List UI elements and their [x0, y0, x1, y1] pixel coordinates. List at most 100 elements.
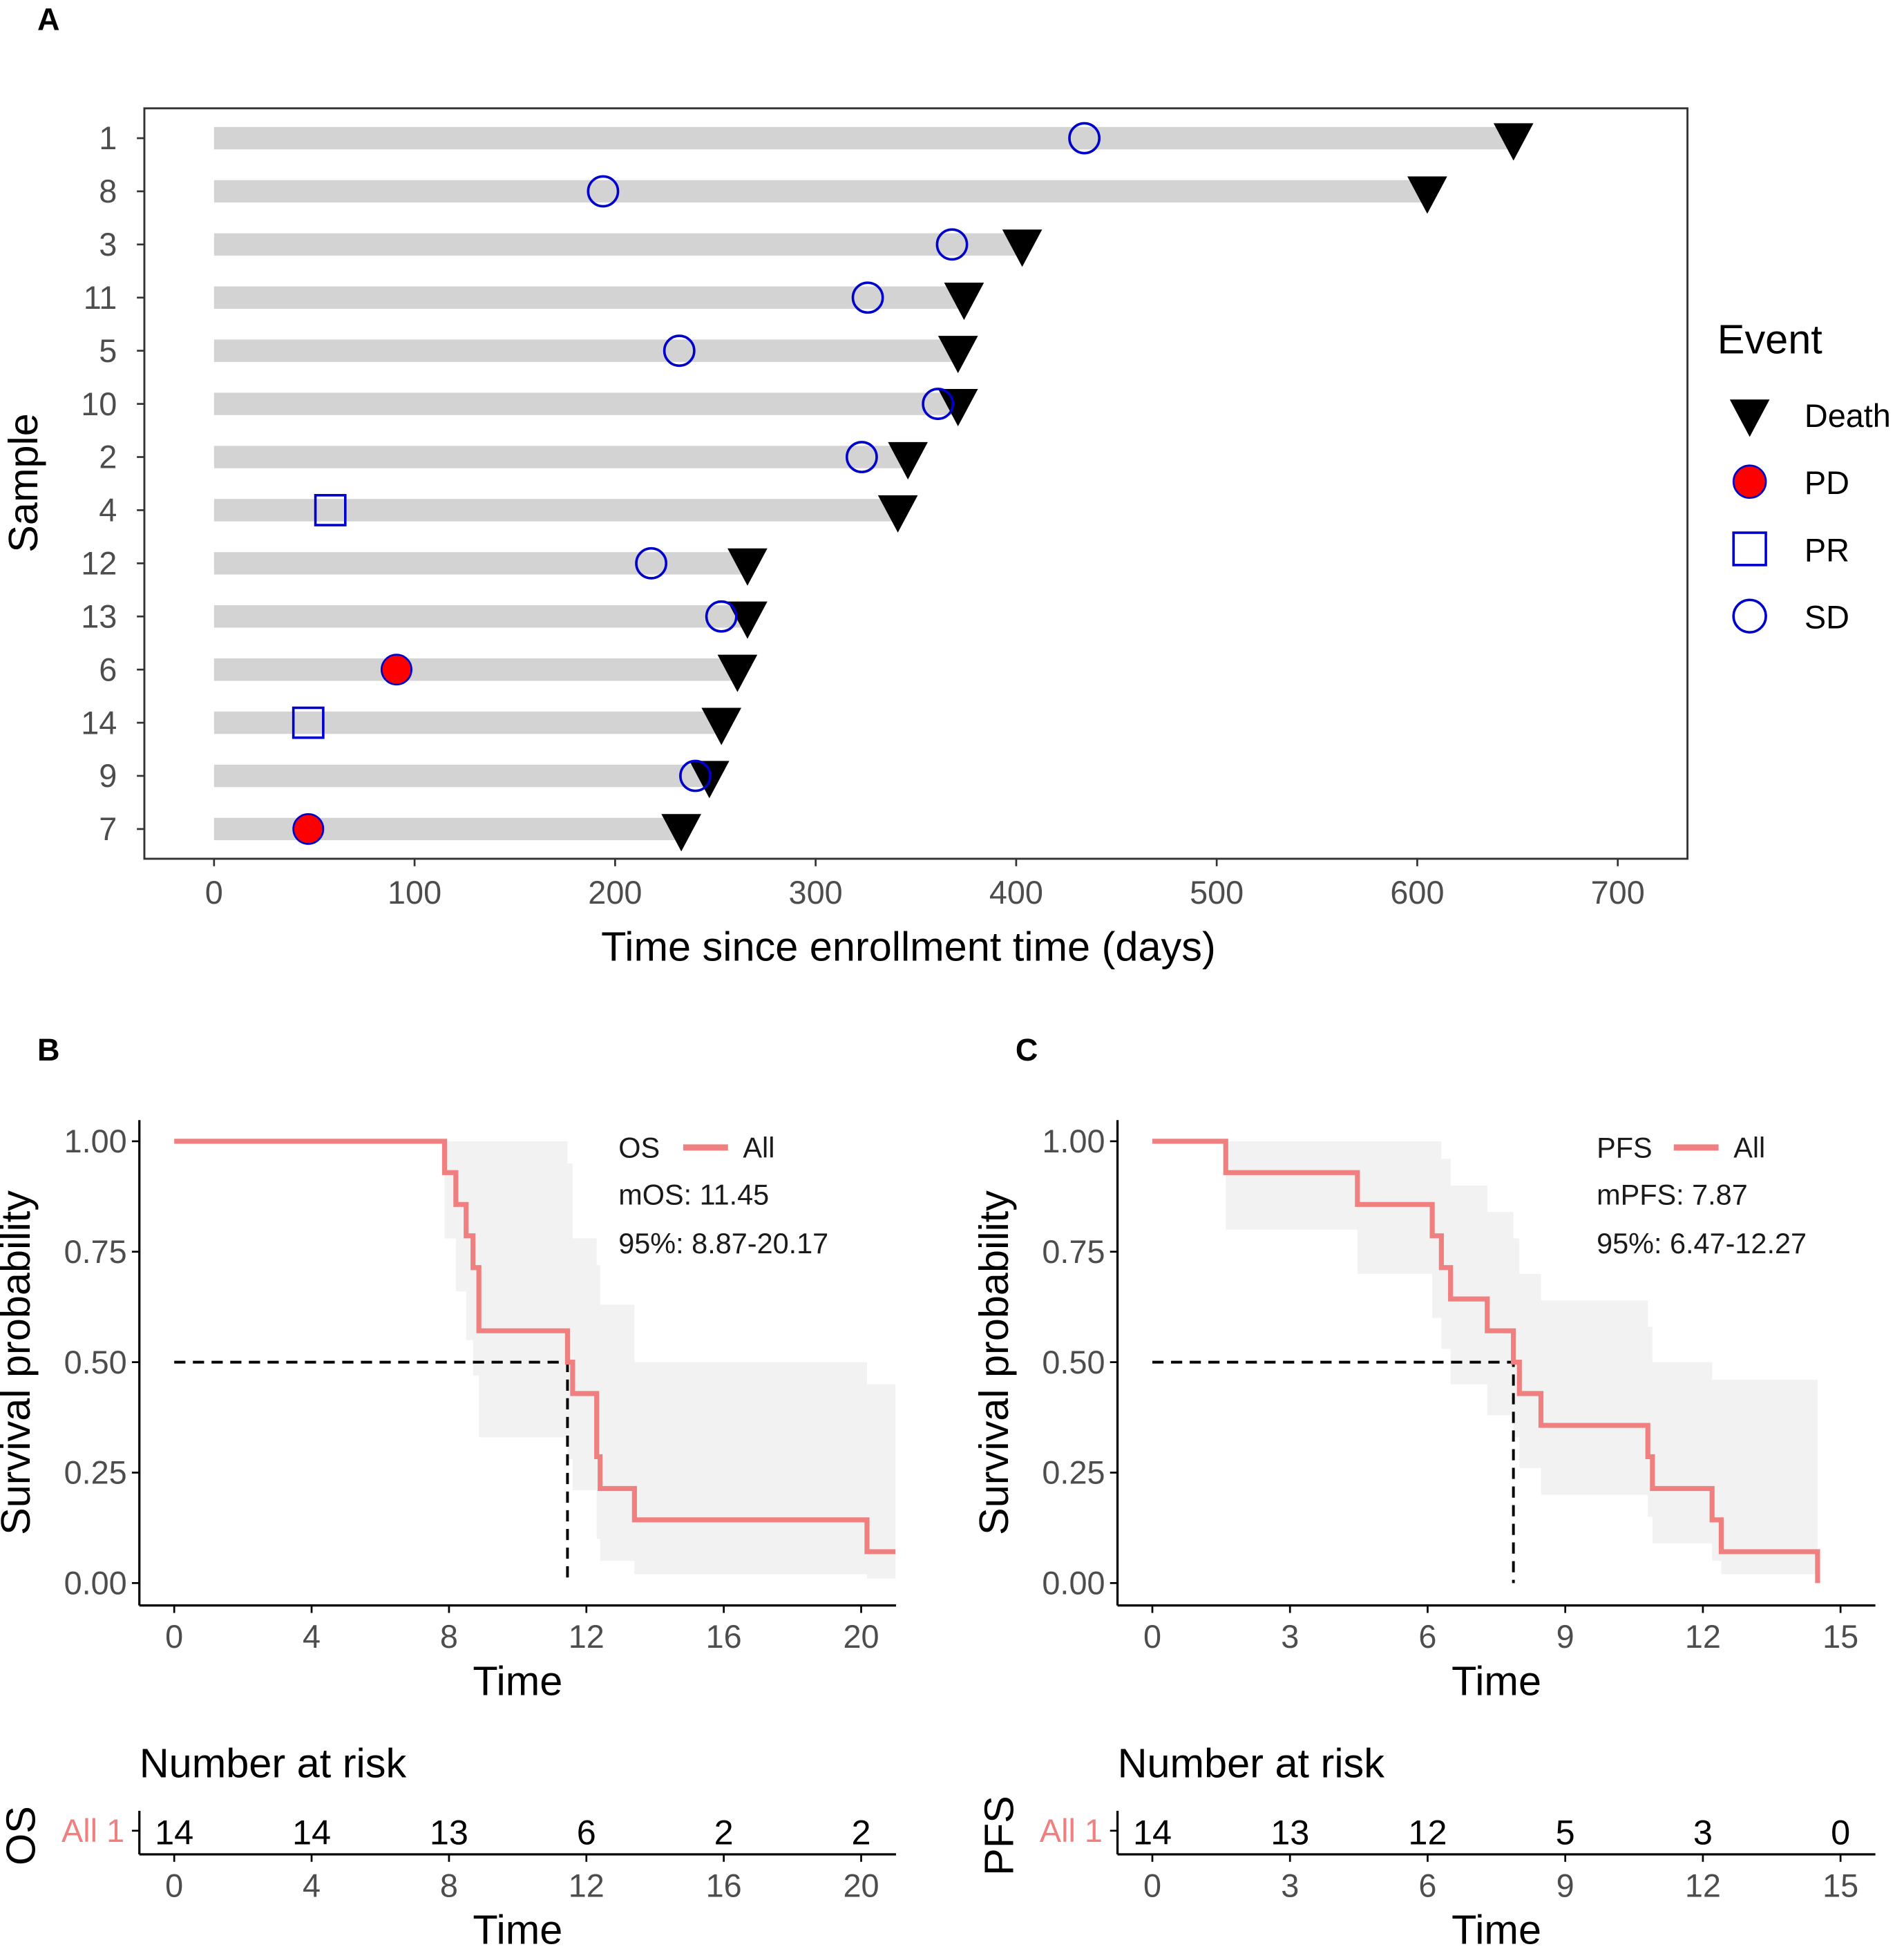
legend-label-pd: PD	[1805, 465, 1849, 501]
pd-marker	[292, 812, 325, 845]
risk-count: 13	[1270, 1813, 1309, 1852]
x-tick-label: 600	[1390, 875, 1444, 911]
x-tick-label: 8	[440, 1619, 458, 1655]
x-tick-label: 12	[569, 1619, 604, 1655]
x-tick-label: 700	[1591, 875, 1645, 911]
risk-x-tick-label: 9	[1556, 1867, 1574, 1903]
death-marker	[701, 707, 742, 745]
death-marker	[1002, 229, 1043, 267]
x-tick-label: 0	[205, 875, 223, 911]
risk-count: 12	[1408, 1813, 1447, 1852]
sd-marker	[705, 600, 738, 633]
risk-x-axis-title: Time	[1451, 1907, 1541, 1949]
legend-title: PFS	[1597, 1131, 1653, 1163]
panel-c: C 0.00 0.25 0.50 0.75 1.00 0 3 6 9 12 15 Time Surviva…	[971, 1032, 1876, 1949]
legend-title: OS	[618, 1131, 660, 1163]
y-tick-label: 6	[99, 652, 117, 687]
y-tick-label: 5	[99, 333, 117, 369]
sd-marker	[635, 546, 668, 580]
x-tick-label: 200	[588, 875, 642, 911]
legend-label: All	[743, 1131, 774, 1163]
x-tick-label: 0	[165, 1619, 183, 1655]
death-marker	[661, 814, 701, 852]
sd-marker	[587, 175, 620, 208]
death-marker	[937, 336, 978, 374]
x-tick-label: 20	[843, 1619, 879, 1655]
risk-row-name: PFS	[975, 1796, 1022, 1876]
x-tick-label: 15	[1822, 1619, 1858, 1655]
bar-sample-2	[213, 446, 908, 468]
panel-label-b: B	[37, 1032, 60, 1067]
risk-x-tick-label: 12	[1685, 1867, 1721, 1903]
sd-marker	[922, 388, 955, 421]
pr-marker	[314, 494, 347, 526]
bar-sample-8	[213, 180, 1427, 203]
death-marker	[937, 388, 978, 427]
sd-marker	[1068, 122, 1101, 155]
y-tick-label: 0.25	[64, 1455, 127, 1491]
legend-title: Event	[1717, 316, 1822, 363]
y-tick-label: 7	[99, 811, 117, 847]
y-tick-label: 1.00	[64, 1123, 127, 1159]
y-tick-label: 13	[81, 598, 117, 634]
risk-stratum-label: All 1	[1040, 1813, 1103, 1849]
annotation-text: mOS: 11.45	[618, 1179, 769, 1211]
panel-label-c: C	[1016, 1032, 1038, 1067]
annotation-text: 95%: 8.87-20.17	[618, 1227, 828, 1259]
legend-pr-icon	[1732, 531, 1767, 567]
pd-marker	[381, 654, 412, 686]
y-axis-title: Survival probability	[0, 1190, 39, 1535]
death-marker	[717, 654, 758, 692]
x-tick-label: 300	[789, 875, 843, 911]
y-tick-label: 0.75	[64, 1234, 127, 1270]
risk-x-tick-label: 4	[303, 1867, 321, 1903]
death-marker	[1407, 176, 1447, 214]
y-tick-label: 14	[81, 705, 117, 741]
x-tick-label: 4	[303, 1619, 321, 1655]
y-tick-label: 2	[99, 439, 117, 475]
risk-count: 5	[1556, 1813, 1575, 1852]
risk-table-title: Number at risk	[1118, 1740, 1385, 1786]
y-tick-label: 0.75	[1042, 1234, 1105, 1270]
risk-x-axis-title: Time	[473, 1907, 562, 1949]
y-axis-title: Sample	[0, 413, 46, 553]
y-tick-label: 0.50	[1042, 1344, 1105, 1380]
sd-marker	[851, 281, 884, 314]
risk-x-tick-label: 20	[843, 1867, 879, 1903]
risk-x-tick-label: 15	[1822, 1867, 1858, 1903]
y-tick-label: 0.50	[64, 1344, 127, 1380]
risk-x-tick-label: 3	[1281, 1867, 1299, 1903]
x-tick-label: 400	[989, 875, 1043, 911]
risk-count: 14	[155, 1813, 193, 1852]
y-tick-label: 0.00	[64, 1566, 127, 1601]
risk-x-tick-label: 16	[706, 1867, 742, 1903]
legend-pd-icon	[1732, 464, 1767, 499]
bar-sample-14	[213, 711, 722, 734]
y-tick-label: 4	[99, 493, 117, 529]
x-axis-title: Time since enrollment time (days)	[601, 924, 1216, 970]
y-tick-label: 0.00	[1042, 1566, 1105, 1601]
y-tick-label: 1.00	[1042, 1123, 1105, 1159]
bar-sample-1	[213, 126, 1514, 150]
x-tick-label: 9	[1556, 1619, 1574, 1655]
y-tick-label: 11	[84, 280, 117, 316]
y-tick-label: 8	[99, 173, 117, 209]
bar-sample-13	[213, 605, 748, 628]
risk-count: 2	[851, 1813, 870, 1852]
bar-sample-12	[213, 552, 748, 575]
death-marker	[1493, 123, 1534, 161]
legend-label: All	[1733, 1131, 1765, 1163]
annotation-text: mPFS: 7.87	[1597, 1179, 1748, 1211]
legend-death-icon	[1729, 399, 1770, 437]
survival-curve	[1152, 1139, 1820, 1584]
bar-sample-7	[213, 817, 682, 841]
confidence-band	[174, 1141, 896, 1579]
death-marker	[727, 601, 768, 639]
risk-x-tick-label: 12	[569, 1867, 604, 1903]
panel-a: A 1 8 3 11 5 10 2 4 12 13 6 14 9 7 0 100 200 300 400 500 600 7…	[0, 1, 1891, 969]
risk-count: 0	[1831, 1813, 1850, 1852]
risk-stratum-label: All 1	[61, 1813, 124, 1849]
panel-b: B 0.00 0.25 0.50 0.75 1.00 0 4 8 12 16 20 Time Surviv…	[0, 1032, 896, 1949]
sd-marker	[935, 228, 969, 261]
